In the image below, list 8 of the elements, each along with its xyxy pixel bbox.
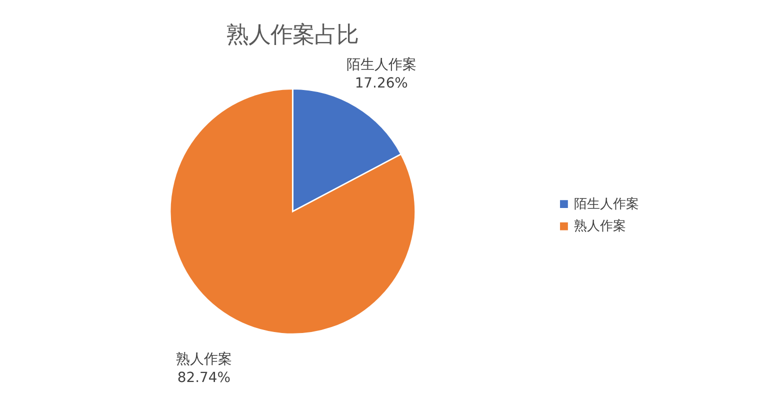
data-label: 17.26% bbox=[354, 75, 408, 92]
slice-label: 熟人作案 bbox=[176, 350, 232, 368]
chart-title: 熟人作案占比 bbox=[226, 22, 359, 48]
legend-label: 陌生人作案 bbox=[574, 196, 640, 212]
pie-slice bbox=[169, 88, 416, 335]
data-label: 82.74% bbox=[177, 370, 231, 386]
legend-label: 熟人作案 bbox=[574, 218, 626, 234]
slice-label: 陌生人作案 bbox=[346, 56, 416, 73]
